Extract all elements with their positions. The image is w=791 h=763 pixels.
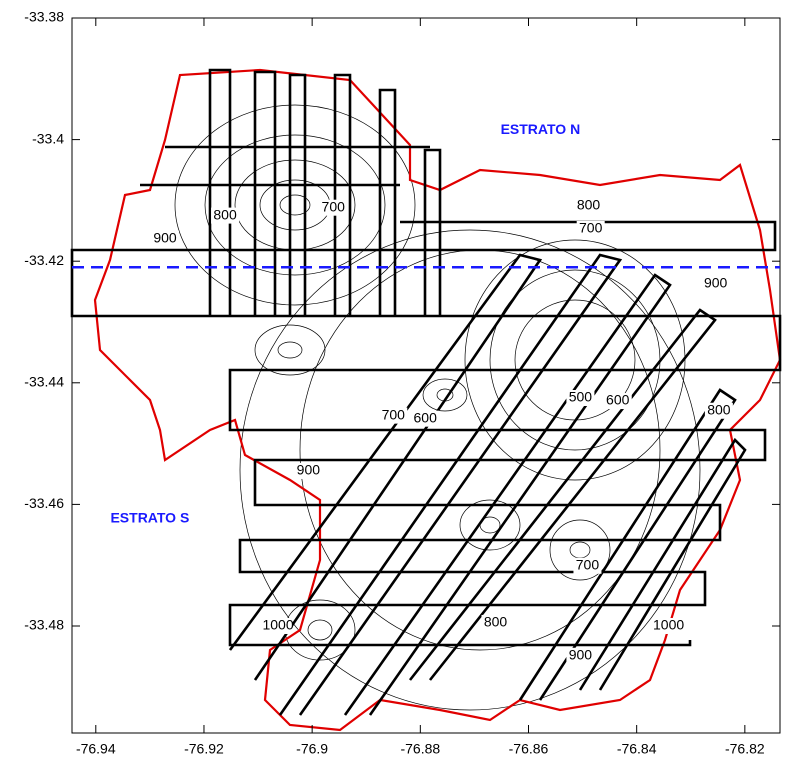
- x-tick-label: -76.82: [725, 741, 765, 757]
- contour-label: 700: [322, 198, 346, 214]
- contour-label: 800: [484, 614, 508, 630]
- y-tick-label: -33.48: [24, 617, 64, 633]
- contour-label: 600: [414, 409, 438, 425]
- y-tick-label: -33.44: [24, 373, 64, 389]
- contour-label: 1000: [262, 617, 293, 633]
- y-tick-label: -33.46: [24, 495, 64, 511]
- stratum-label: ESTRATO N: [501, 121, 581, 137]
- contour-label: 900: [704, 274, 728, 290]
- contour-label: 700: [576, 557, 600, 573]
- contour-label: 800: [213, 206, 237, 222]
- x-tick-label: -76.94: [76, 741, 116, 757]
- contour-label: 600: [606, 392, 630, 408]
- stratum-label: ESTRATO S: [110, 510, 189, 526]
- contour-label: 900: [297, 462, 321, 478]
- contour-label: 800: [707, 401, 731, 417]
- map: -76.94 -76.92 -76.9 -76.88 -76.86 -76.84 -76.8…: [0, 0, 791, 763]
- contour-label: 700: [382, 406, 406, 422]
- contour-label: 900: [569, 646, 593, 662]
- contour-label: 900: [153, 229, 177, 245]
- y-tick-label: -33.38: [24, 9, 64, 25]
- x-tick-label: -76.9: [296, 741, 328, 757]
- contour-label: 500: [569, 389, 593, 405]
- x-tick-label: -76.86: [509, 741, 549, 757]
- contour-label: 800: [577, 197, 601, 213]
- contour-label: 700: [579, 220, 603, 236]
- x-tick-label: -76.88: [400, 741, 440, 757]
- y-tick-label: -33.42: [24, 252, 64, 268]
- x-tick-label: -76.84: [617, 741, 657, 757]
- y-tick-label: -33.4: [32, 130, 64, 146]
- contour-label: 1000: [653, 617, 684, 633]
- x-tick-label: -76.92: [184, 741, 224, 757]
